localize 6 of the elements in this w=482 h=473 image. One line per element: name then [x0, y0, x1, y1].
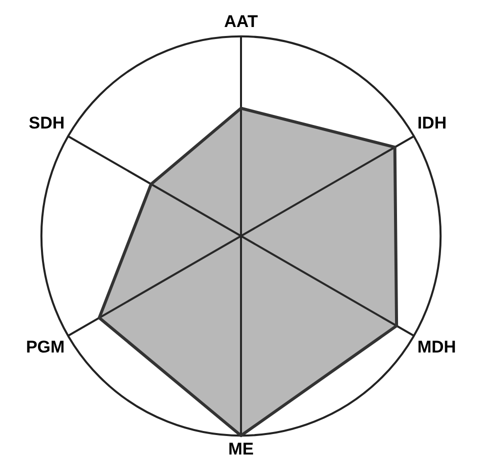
- spoke-label: MDH: [417, 338, 456, 357]
- spoke-label: AAT: [224, 12, 258, 31]
- spoke-label: PGM: [26, 338, 65, 357]
- spoke-label: IDH: [417, 114, 447, 133]
- spoke-label: SDH: [28, 114, 65, 133]
- spoke-label: ME: [228, 439, 254, 458]
